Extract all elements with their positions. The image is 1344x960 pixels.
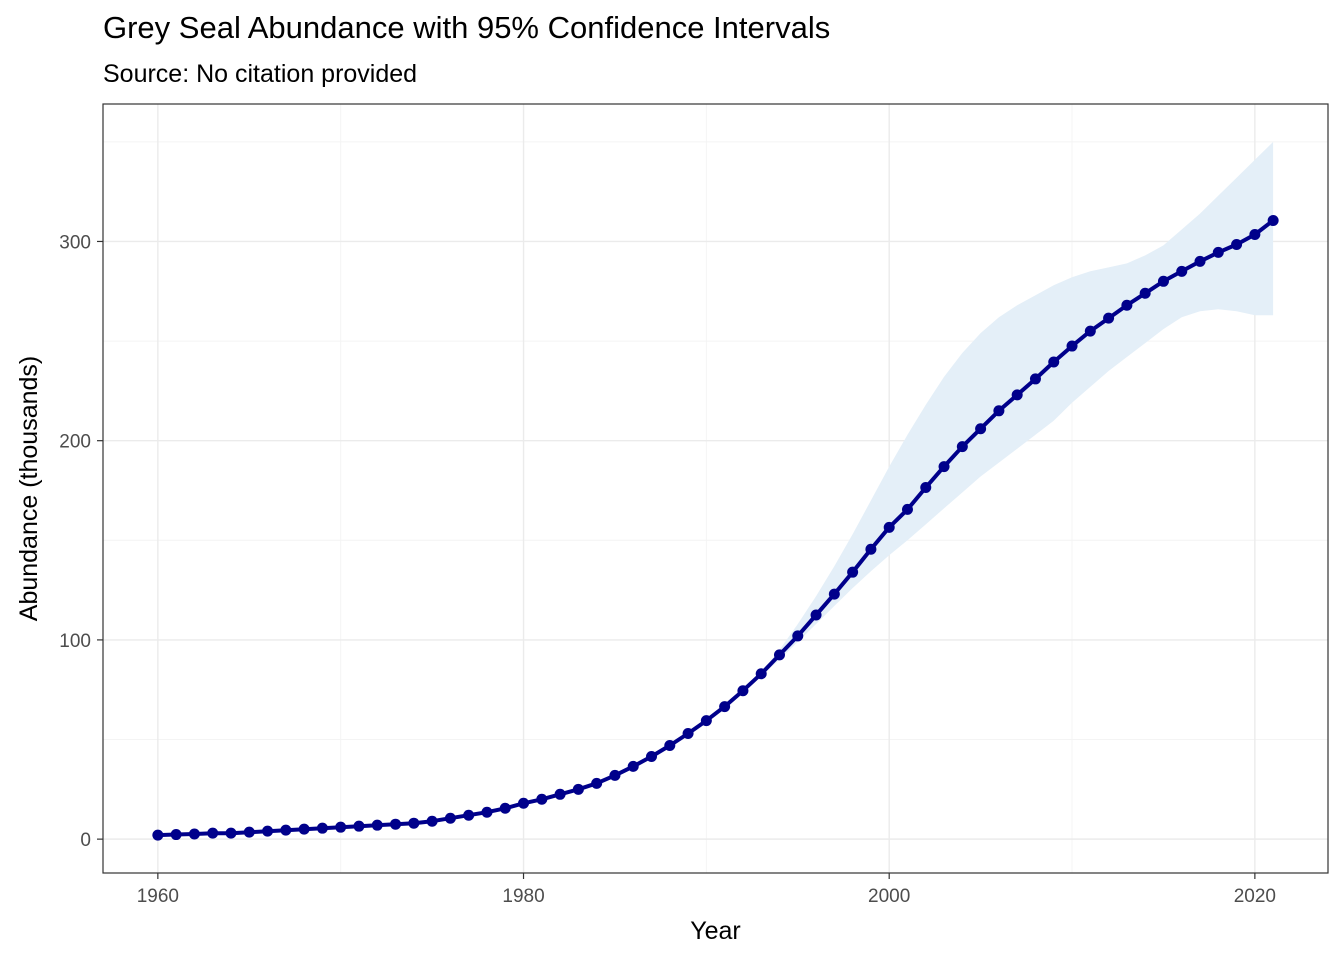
data-point [463,809,475,821]
data-point [975,423,987,435]
chart-title: Grey Seal Abundance with 95% Confidence … [103,10,831,45]
data-point [664,739,676,751]
confidence-interval-ribbon [157,141,1274,836]
data-point [1029,373,1041,385]
x-axis: 1960 1980 2000 2020 [137,873,1276,907]
data-point [262,825,274,837]
data-point [554,788,566,800]
data-point [993,405,1005,417]
data-point [1212,246,1224,258]
data-point [920,482,932,494]
x-tick-label: 2000 [868,886,910,907]
confidence-ribbon-layer [157,141,1274,836]
data-point [207,827,219,839]
data-point [1103,312,1115,324]
data-point [298,823,310,835]
data-point [390,818,402,830]
x-tick-label: 1980 [502,886,544,907]
data-point [1249,228,1261,240]
data-point [737,685,749,697]
data-point [810,609,822,621]
data-point [1194,255,1206,267]
data-point [646,750,658,762]
data-point [353,820,365,832]
data-point [1121,299,1133,311]
data-point [572,783,584,795]
chart-subtitle: Source: No citation provided [103,60,418,88]
data-point [481,806,493,818]
data-point [408,817,420,829]
x-tick-label: 2020 [1234,886,1276,907]
data-point [1084,325,1096,337]
data-point [1139,287,1151,299]
data-point [792,630,804,642]
data-point [755,668,767,680]
x-axis-title: Year [690,917,741,945]
major-gridlines [103,104,1328,873]
y-tick-label: 300 [59,232,91,253]
data-point [627,760,639,772]
data-point [426,815,438,827]
data-point [1231,238,1243,250]
data-point [1176,265,1188,277]
data-point [499,802,511,814]
data-point [1048,356,1060,368]
data-point [847,566,859,578]
x-tick-label: 1960 [137,886,179,907]
data-point [883,521,895,533]
data-point [225,827,237,839]
data-point [152,829,164,841]
data-point [938,461,950,473]
data-point [1066,340,1078,352]
data-point [682,728,694,740]
y-tick-label: 100 [59,631,91,652]
data-point [591,777,603,789]
data-point [1157,275,1169,287]
panel-border [102,103,1329,874]
data-point [1267,215,1279,227]
y-axis: 0 100 200 300 [59,232,103,851]
minor-gridlines [103,104,1328,873]
data-point [1011,389,1023,401]
data-point [828,588,840,600]
y-axis-title: Abundance (thousands) [15,356,43,621]
data-point [719,701,731,713]
data-point [170,829,182,841]
data-point [188,828,200,840]
data-point [280,824,292,836]
data-point [444,812,456,824]
data-point [371,819,383,831]
data-point [316,822,328,834]
data-point [243,826,255,838]
data-point [335,821,347,833]
y-tick-label: 200 [59,432,91,453]
data-point [773,649,785,661]
data-point [956,441,968,453]
data-point [865,543,877,555]
data-point [536,793,548,805]
data-point [518,797,530,809]
data-point [609,769,621,781]
data-point [901,503,913,515]
series-points-layer [152,215,1279,841]
data-point [700,715,712,727]
y-tick-label: 0 [80,830,91,851]
